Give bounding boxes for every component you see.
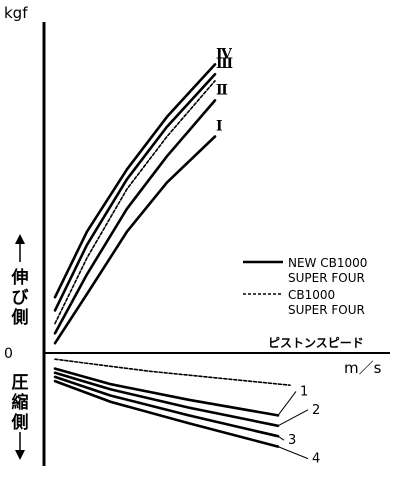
compression-label-3: 3: [288, 433, 296, 448]
compression-curve-4: [53, 379, 280, 448]
up-arrowhead-icon: [15, 234, 25, 244]
compression-leader-2: [277, 409, 309, 427]
extension-curve-Ⅳ: [53, 63, 217, 299]
down-arrowhead-icon: [15, 450, 25, 460]
extension-curve-Ⅱ: [53, 99, 217, 335]
extension-curve-Ⅲ: [53, 72, 217, 312]
compression-leader-3: [277, 435, 285, 441]
compression-label-4: 4: [312, 452, 320, 467]
extension-curve-dashed: [54, 80, 216, 325]
legend-new-line1: NEW CB1000: [288, 256, 367, 270]
x-unit-label: m／s: [344, 359, 382, 377]
zero-label: 0: [4, 346, 13, 362]
legend-old-line2: SUPER FOUR: [288, 303, 365, 317]
compression-curve-2: [53, 371, 280, 428]
compression-side-label: 圧縮側: [11, 373, 29, 433]
compression-curve-dashed: [54, 358, 291, 387]
compression-curve-3: [53, 375, 280, 438]
extension-label-5: Ⅰ: [216, 119, 223, 135]
compression-leader-1: [277, 391, 297, 416]
compression-label-2: 2: [312, 403, 320, 418]
extension-side-label: 伸び側: [11, 267, 29, 328]
compression-leader-4: [277, 446, 309, 460]
legend: NEW CB1000 SUPER FOUR CB1000 SUPER FOUR: [243, 256, 367, 317]
extension-label-2: Ⅲ: [216, 56, 233, 72]
compression-label-1: 1: [300, 384, 308, 399]
legend-old-line1: CB1000: [288, 288, 335, 302]
extension-label-4: Ⅱ: [216, 82, 228, 98]
y-unit-label: kgf: [4, 4, 28, 22]
extension-label-1: Ⅳ: [216, 46, 233, 62]
extension-curve-Ⅰ: [53, 135, 217, 345]
compression-side-indicator: 圧縮側: [11, 373, 29, 460]
compression-curve-1: [53, 367, 280, 417]
extension-side-indicator: 伸び側: [11, 234, 29, 328]
legend-new-line2: SUPER FOUR: [288, 271, 365, 285]
x-axis-title: ピストンスピード: [268, 336, 364, 350]
